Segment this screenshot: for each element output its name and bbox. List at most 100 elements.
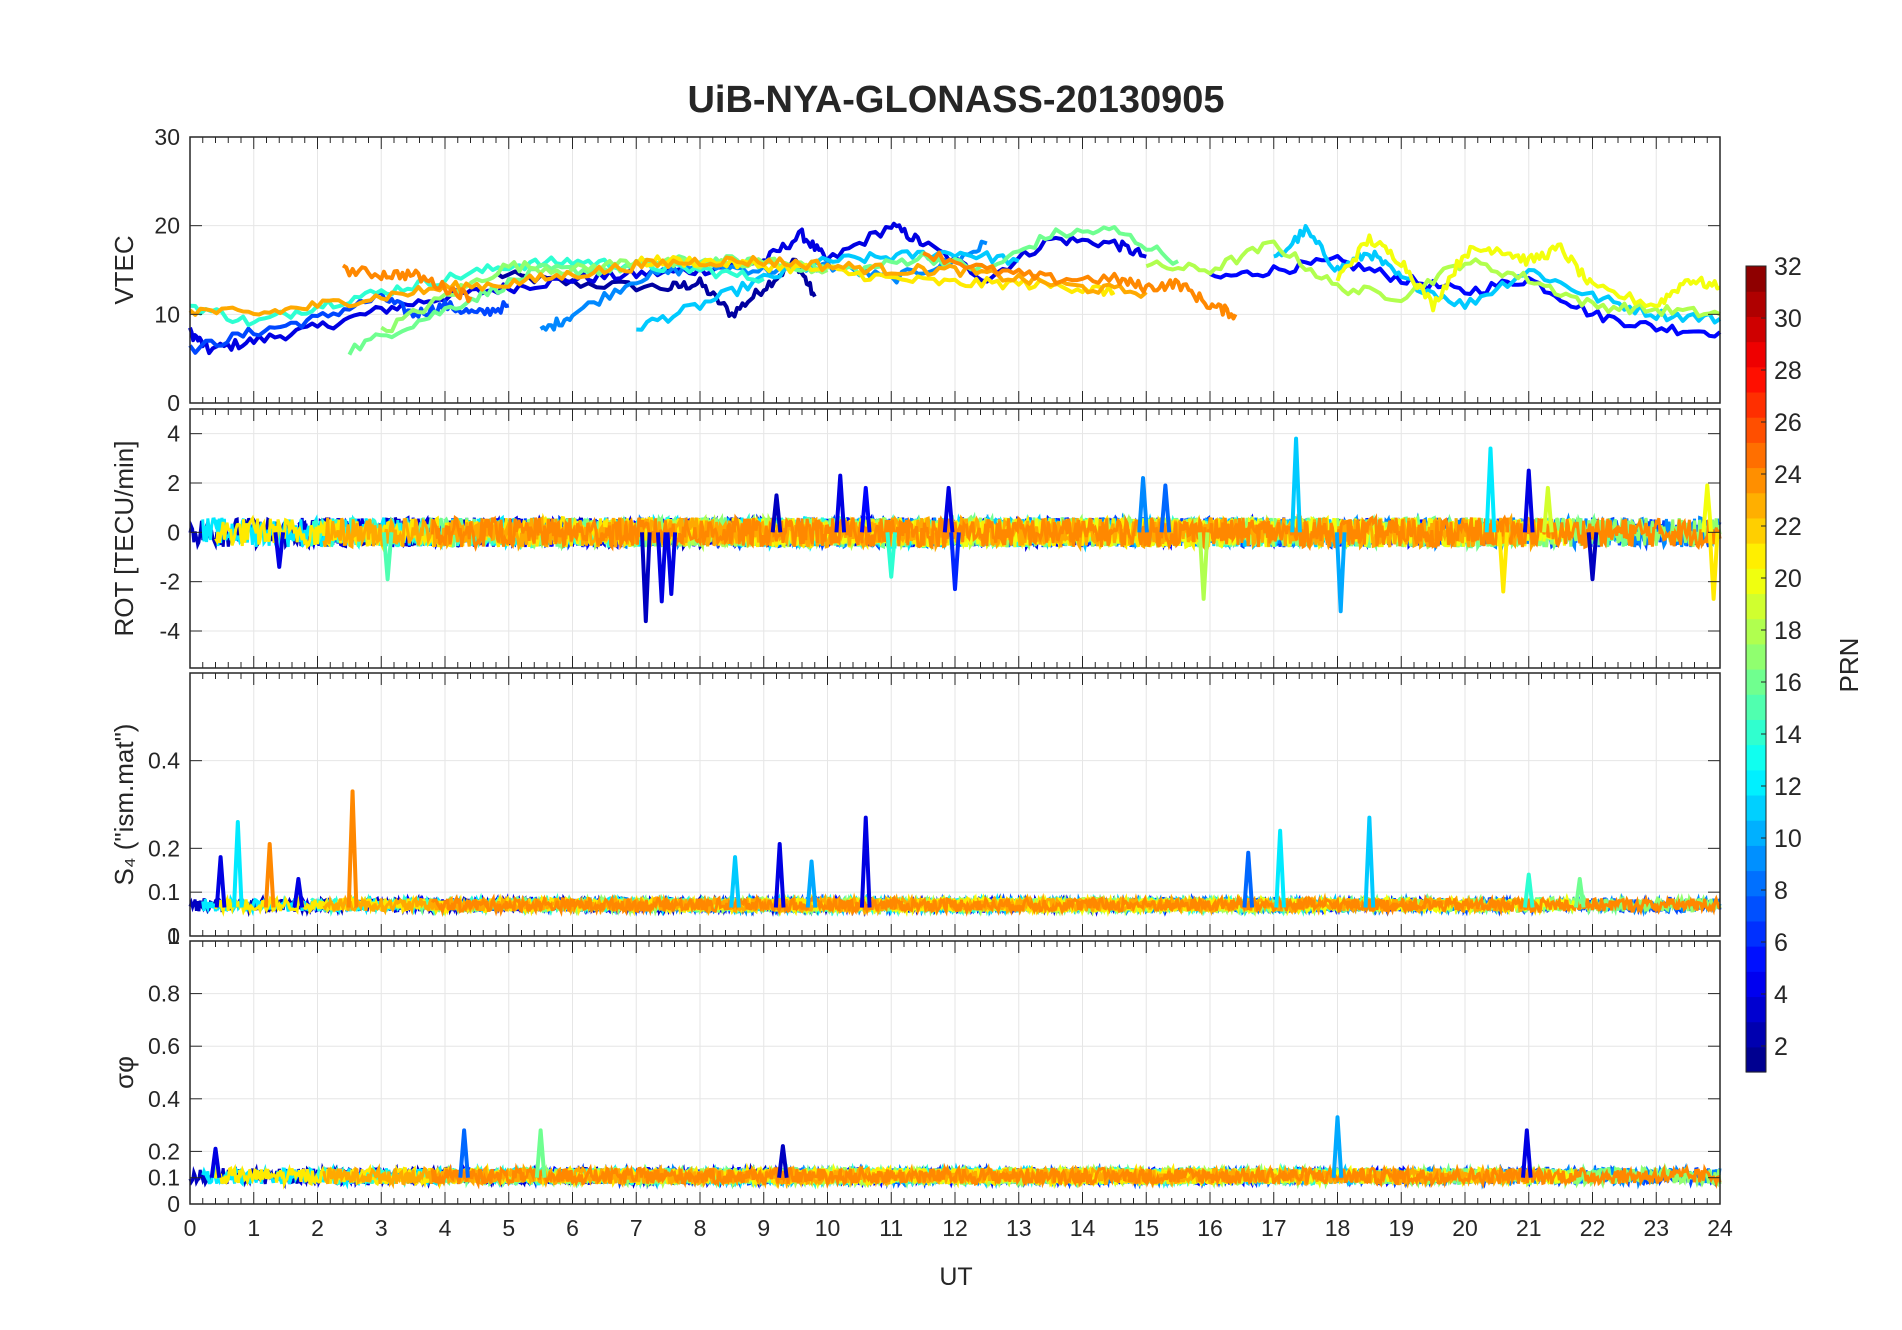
- x-tick-label: 16: [1197, 1215, 1223, 1241]
- rot-spike-prn-4: [1522, 468, 1535, 533]
- colorbar-segment: [1746, 643, 1766, 670]
- colorbar-segment: [1746, 391, 1766, 418]
- sigma_phi-spike-prn-8: [458, 1128, 470, 1178]
- x-tick-label: 17: [1261, 1215, 1287, 1241]
- x-tick-label: 8: [694, 1215, 707, 1241]
- x-tick-label: 2: [311, 1215, 324, 1241]
- s4-spike-prn-14: [1522, 872, 1535, 908]
- colorbar-segment: [1746, 870, 1766, 897]
- s4-spike-prn-24: [346, 789, 359, 908]
- rot-spike-prn-4: [942, 485, 955, 533]
- plot-area: [188, 436, 1722, 624]
- rot-spike-prn-4: [665, 532, 678, 596]
- y-tick-label: 0: [167, 519, 180, 545]
- colorbar-segment: [1746, 1021, 1766, 1048]
- y-tick-label: 0: [167, 923, 180, 949]
- y-axis-label-rot: ROT [TECU/min]: [109, 441, 139, 637]
- y-tick-label: 10: [154, 301, 180, 327]
- sigma_phi-spike-prn-10: [1331, 1115, 1344, 1178]
- colorbar-tick-label: 8: [1774, 877, 1788, 905]
- plot-area: [188, 789, 1722, 918]
- colorbar-label: PRN: [1834, 638, 1864, 693]
- colorbar-segment: [1746, 794, 1766, 821]
- colorbar-segment: [1746, 946, 1766, 972]
- colorbar-tick-label: 18: [1774, 617, 1802, 645]
- y-tick-label: 0: [167, 390, 180, 416]
- y-tick-label: 0.1: [148, 879, 180, 905]
- plot-area: [188, 1115, 1722, 1190]
- colorbar-tick-label: 6: [1774, 929, 1788, 957]
- s4-spike-prn-10: [805, 859, 818, 908]
- colorbar-segment: [1746, 517, 1766, 544]
- s4-spike-prn-16: [1573, 877, 1586, 908]
- y-tick-label: -2: [160, 569, 180, 595]
- colorbar-tick-label: 22: [1774, 513, 1802, 541]
- colorbar-segment: [1746, 618, 1766, 645]
- y-axis-label-s4: S₄ ("ism.mat"): [109, 724, 139, 886]
- s4-spike-prn-4: [214, 855, 227, 908]
- x-tick-label: 10: [815, 1215, 841, 1241]
- y-tick-label: 0.2: [148, 1138, 180, 1164]
- colorbar-segment: [1746, 543, 1766, 569]
- vtec-series-prn-18: [1145, 239, 1721, 319]
- x-tick-label: 6: [566, 1215, 579, 1241]
- x-tick-label: 19: [1388, 1215, 1414, 1241]
- rot-series-prn-24: [430, 513, 1722, 552]
- y-tick-label-top: 1: [167, 923, 180, 949]
- colorbar-segment: [1746, 442, 1766, 469]
- colorbar-segment: [1746, 694, 1766, 720]
- colorbar-tick-label: 4: [1774, 981, 1788, 1009]
- colorbar-segment: [1746, 971, 1766, 998]
- rot-spike-prn-3: [639, 532, 652, 624]
- colorbar-tick-label: 32: [1774, 253, 1802, 281]
- colorbar-segment: [1746, 417, 1766, 443]
- vtec-series-prn-7: [188, 289, 510, 355]
- panel-sigma-phi: 00.10.2 0.4 0.6 0.8 σφ: [109, 940, 1722, 1217]
- y-tick-label: 0.2: [148, 835, 180, 861]
- colorbar-segment: [1746, 920, 1766, 947]
- rot-spike-prn-20: [1701, 483, 1714, 533]
- s4-spike-prn-8: [1242, 850, 1255, 908]
- chart-title: UiB-NYA-GLONASS-20130905: [687, 79, 1224, 121]
- colorbar-tick-label: 16: [1774, 669, 1802, 697]
- x-tick-label: 21: [1516, 1215, 1542, 1241]
- x-axis: 0 1 2 3 4 5 6 7 8 9 10 11 12 13 14 15 16 17 18 19 20 21 22 23 24: [184, 1215, 1733, 1241]
- rot-spike-prn-4: [655, 532, 668, 604]
- s4-spike-prn-4: [859, 815, 872, 908]
- x-tick-label: 9: [757, 1215, 770, 1241]
- s4-spike-prn-24: [263, 841, 276, 908]
- colorbar-segment: [1746, 593, 1766, 620]
- rot-spike-prn-8: [1159, 483, 1172, 533]
- x-tick-label: 14: [1070, 1215, 1096, 1241]
- colorbar-tick-label: 2: [1774, 1033, 1788, 1061]
- s4-spike-prn-4: [292, 877, 305, 908]
- sigma_phi-spike-prn-4: [1521, 1128, 1533, 1178]
- x-tick-label: 13: [1006, 1215, 1032, 1241]
- vtec-series-prn-24: [341, 263, 473, 304]
- s4-spike-prn-11: [729, 855, 741, 908]
- y-tick-label: 30: [154, 124, 180, 150]
- y-axis-label-sigma_phi: σφ: [109, 1056, 139, 1089]
- rot-spike-prn-19: [1542, 485, 1554, 533]
- colorbar-segment: [1746, 266, 1766, 292]
- rot-spike-prn-21: [1707, 532, 1720, 601]
- colorbar-segment: [1746, 568, 1766, 595]
- colorbar-tick-label: 26: [1774, 409, 1802, 437]
- x-tick-label: 1: [247, 1215, 260, 1241]
- panel-rot: -4 -2 0 2 4 ROT [TECU/min]: [109, 408, 1722, 669]
- colorbar-segment: [1746, 845, 1766, 872]
- y-tick-label: 0: [167, 1191, 180, 1217]
- rot-spike-prn-3: [1586, 532, 1599, 582]
- vtec-series-prn-24: [922, 250, 1238, 321]
- y-tick-label: 0.6: [148, 1033, 180, 1059]
- sigma_phi-spike-prn-16: [534, 1128, 547, 1178]
- rot-spike-prn-14: [885, 532, 898, 579]
- colorbar-segment: [1746, 316, 1766, 343]
- colorbar-tick-label: 30: [1774, 305, 1802, 333]
- colorbar-segment: [1746, 719, 1766, 746]
- sigma_phi-spike-prn-3: [777, 1144, 789, 1178]
- colorbar-segment: [1746, 366, 1766, 393]
- colorbar-segment: [1746, 895, 1766, 922]
- x-tick-label: 23: [1643, 1215, 1669, 1241]
